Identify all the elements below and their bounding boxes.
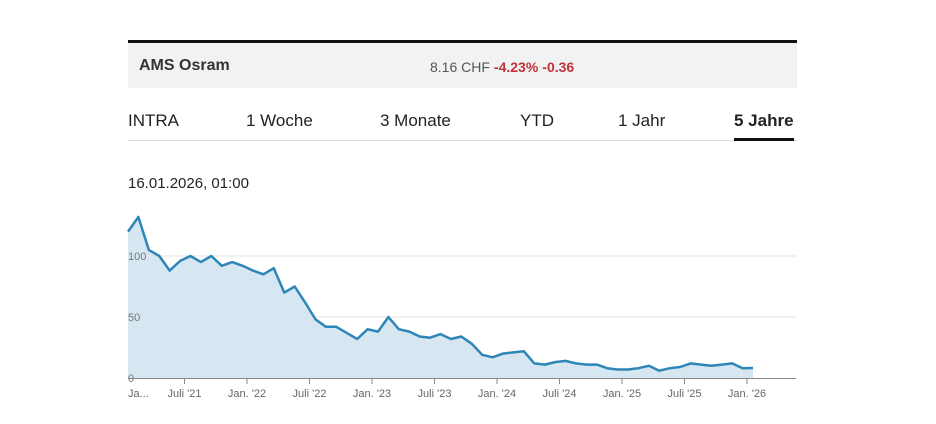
change-absolute: -0.36 xyxy=(542,59,575,75)
x-tick-label: Juli '23 xyxy=(418,388,452,400)
tab-1-jahr[interactable]: 1 Jahr xyxy=(618,111,666,130)
change-percent: -4.23% xyxy=(493,59,539,75)
x-tick-label: Jan. '25 xyxy=(603,388,641,400)
timeframe-tabs: INTRA 1 Woche 3 Monate YTD 1 Jahr 5 Jahr… xyxy=(128,108,797,141)
y-tick-label: 0 xyxy=(128,373,134,385)
x-tick-label: Jan. '24 xyxy=(478,388,516,400)
x-tick-label: Juli '22 xyxy=(293,388,327,400)
quote-header: AMS Osram 8.16 CHF -4.23% -0.36 xyxy=(128,40,797,88)
tab-intra[interactable]: INTRA xyxy=(128,111,179,130)
x-tick-label: Ja... xyxy=(128,388,149,400)
date-label: 16.01.2026, 01:00 xyxy=(128,175,249,192)
quote: 8.16 CHF -4.23% -0.36 xyxy=(430,59,574,75)
x-tick-label: Jan. '23 xyxy=(353,388,391,400)
x-tick-label: Jan. '22 xyxy=(228,388,266,400)
tab-5-jahre[interactable]: 5 Jahre xyxy=(734,111,794,141)
tab-3-monate[interactable]: 3 Monate xyxy=(380,111,451,130)
price: 8.16 CHF xyxy=(430,59,490,75)
stock-name: AMS Osram xyxy=(139,57,230,74)
x-tick-label: Juli '24 xyxy=(543,388,577,400)
tab-1-woche[interactable]: 1 Woche xyxy=(246,111,313,130)
x-tick-label: Jan. '26 xyxy=(728,388,766,400)
x-tick-label: Juli '25 xyxy=(668,388,702,400)
area-fill xyxy=(128,217,753,378)
y-tick-label: 100 xyxy=(128,251,146,263)
x-tick-label: Juli '21 xyxy=(168,388,202,400)
series-line xyxy=(126,215,754,372)
tab-ytd[interactable]: YTD xyxy=(520,111,554,130)
y-tick-label: 50 xyxy=(128,312,140,324)
